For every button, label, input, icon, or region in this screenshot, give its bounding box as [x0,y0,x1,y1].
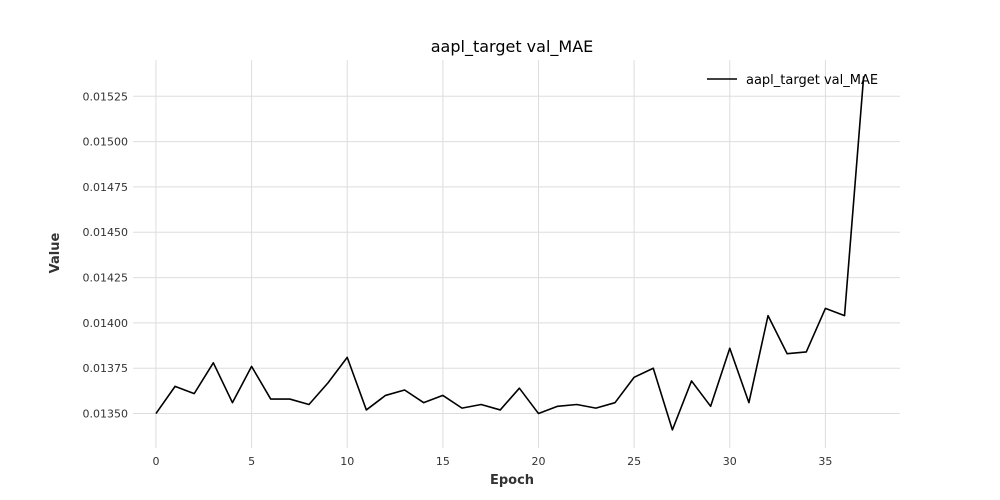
data-point [576,403,578,405]
x-tick-label: 5 [248,455,255,468]
data-point [250,365,252,367]
data-point [671,429,673,431]
x-tick-label: 10 [340,455,354,468]
data-point [556,405,558,407]
x-tick-label: 35 [818,455,832,468]
data-point [652,367,654,369]
data-point [748,401,750,403]
legend: aapl_target val_MAE [707,73,878,88]
data-point [461,407,463,409]
data-point [690,380,692,382]
data-point [308,403,310,405]
x-tick-label: 25 [627,455,641,468]
data-point [767,314,769,316]
y-tick-label: 0.01375 [83,362,129,375]
x-tick-label: 30 [723,455,737,468]
y-tick-label: 0.01525 [83,90,129,103]
series-line [155,76,865,431]
data-point [614,401,616,403]
data-point [633,376,635,378]
x-axis-label: Epoch [490,473,534,488]
data-point [786,353,788,355]
y-tick-label: 0.01475 [83,181,129,194]
data-point [537,412,539,414]
data-point [327,382,329,384]
data-point [346,356,348,358]
data-point [212,362,214,364]
data-point [193,392,195,394]
data-point [423,401,425,403]
grid [133,60,900,448]
data-point [155,412,157,414]
data-point [518,387,520,389]
legend-label: aapl_target val_MAE [746,73,878,88]
data-point [365,409,367,411]
data-point [480,403,482,405]
data-point [289,398,291,400]
data-point [174,385,176,387]
y-tick-label: 0.01450 [83,226,129,239]
data-point [499,409,501,411]
data-point [843,314,845,316]
data-point [824,307,826,309]
data-point [231,401,233,403]
data-point [270,398,272,400]
series-layer [155,76,865,431]
data-point [595,407,597,409]
y-tick-label: 0.01425 [83,272,129,285]
data-point [403,389,405,391]
y-tick-label: 0.01350 [83,408,129,421]
data-point [442,394,444,396]
y-tick-label: 0.01400 [83,317,129,330]
y-tick-label: 0.01500 [83,136,129,149]
chart-title: aapl_target val_MAE [431,37,594,57]
data-point [805,351,807,353]
data-point [384,394,386,396]
y-axis-label: Value [48,232,63,273]
x-tick-label: 20 [531,455,545,468]
data-point [709,405,711,407]
x-tick-label: 15 [436,455,450,468]
x-tick-label: 0 [152,455,159,468]
data-point [729,347,731,349]
tick-labels: 0 5 10 15 20 25 30 35 0.01350 0.01375 0.01400 0.014… [83,90,833,468]
